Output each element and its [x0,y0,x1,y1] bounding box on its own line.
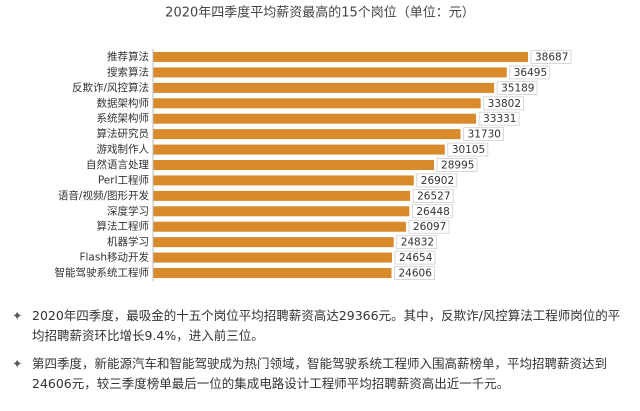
category-label: 反欺诈/风控算法 [72,81,149,94]
category-label: 推荐算法 [107,50,149,63]
value-label: 30105 [452,144,485,156]
bar [153,190,411,201]
value-label-box [447,142,489,157]
bar [153,113,477,124]
chart: 2020年四季度平均薪资最高的15个岗位（单位：元） 推荐算法 38687 搜索算法… [55,5,572,282]
bar [153,221,406,232]
value-label: 26902 [421,175,454,187]
value-label: 26448 [416,206,449,218]
value-label: 38687 [535,52,568,64]
category-label: Perl工程师 [98,173,149,186]
value-label: 24654 [399,252,433,264]
category-label: 深度学习 [107,204,149,217]
category-label: 数据架构师 [97,96,150,109]
value-label: 24832 [401,237,434,249]
value-label-box [478,111,520,126]
value-label-box [509,65,551,80]
value-label-box [530,50,572,64]
value-label-box [436,158,478,172]
value-label: 36495 [514,67,547,79]
value-label-box [411,204,453,219]
value-label: 35189 [501,82,534,94]
bar [153,175,414,186]
category-label: 算法工程师 [97,220,150,233]
bar [153,52,528,62]
category-label: 搜索算法 [107,65,149,78]
category-label: 自然语言处理 [86,158,149,171]
note: 第四季度，新能源汽车和智能驾驶成为热门领域，智能驾驶系统工程师入围高薪榜单，平均… [12,354,624,394]
note: 2020年四季度，最吸金的十五个岗位平均招聘薪资高达29366元。其中，反欺诈/… [12,306,624,346]
value-label: 26097 [413,221,446,233]
value-label: 31730 [468,129,501,141]
value-label: 33802 [488,98,521,110]
bar [153,252,392,263]
category-label: 机器学习 [107,235,149,248]
value-label-box [412,188,454,203]
chart-title: 2020年四季度平均薪资最高的15个岗位（单位：元） [165,5,475,21]
bar [153,144,445,155]
value-label-box [483,96,525,111]
bar [153,67,507,78]
bar [153,268,392,279]
value-label-box [394,250,436,265]
value-label-box [408,219,450,234]
value-label-box [496,80,538,95]
bar [153,160,435,171]
value-label-box [394,266,435,280]
bar [153,237,394,248]
value-label: 26527 [417,190,450,202]
category-label: 语音/视频/图形开发 [58,189,150,202]
value-label-box [463,127,504,142]
category-label: 系统架构师 [97,112,150,125]
category-label: 智能驾驶系统工程师 [55,266,150,279]
value-label-box [396,235,438,250]
notes: 2020年四季度，最吸金的十五个岗位平均招聘薪资高达29366元。其中，反欺诈/… [12,306,624,402]
value-label: 28995 [441,160,474,172]
bar [153,129,461,140]
bar [153,82,495,93]
value-label-box [416,173,458,188]
bar [153,98,481,109]
value-label: 33331 [483,113,516,125]
value-label: 24606 [399,268,433,280]
bar [153,206,410,217]
category-label: Flash移动开发 [79,251,149,264]
category-label: 游戏制作人 [97,143,150,156]
category-label: 算法研究员 [97,127,150,140]
